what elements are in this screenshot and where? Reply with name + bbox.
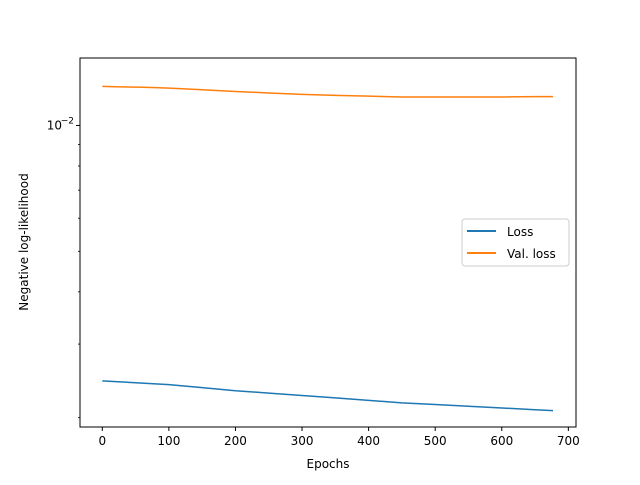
series-line-val-loss bbox=[102, 85, 554, 98]
series-line-loss bbox=[102, 380, 554, 412]
x-tick-label: 700 bbox=[557, 434, 580, 448]
x-tick-label: 400 bbox=[357, 434, 380, 448]
x-tick-label: 300 bbox=[291, 434, 314, 448]
x-tick-label: 500 bbox=[424, 434, 447, 448]
legend-label-val-loss: Val. loss bbox=[507, 247, 556, 261]
x-tick-label: 100 bbox=[157, 434, 180, 448]
x-tick-label: 0 bbox=[98, 434, 106, 448]
legend-label-loss: Loss bbox=[507, 225, 533, 239]
legend: Loss Val. loss bbox=[461, 218, 570, 267]
y-axis-label: Negative log-likelihood bbox=[17, 173, 31, 310]
y-tick-label: 10 bbox=[47, 118, 62, 132]
series-layer bbox=[102, 85, 554, 412]
y-tick-exponent: −2 bbox=[61, 116, 74, 126]
plot-frame bbox=[79, 57, 577, 428]
x-tick-label: 200 bbox=[224, 434, 247, 448]
x-axis-label: Epochs bbox=[307, 457, 350, 471]
x-tick-label: 600 bbox=[490, 434, 513, 448]
tick-layer: 0 100 200 300 400 500 600 700 10−2 bbox=[47, 116, 580, 448]
